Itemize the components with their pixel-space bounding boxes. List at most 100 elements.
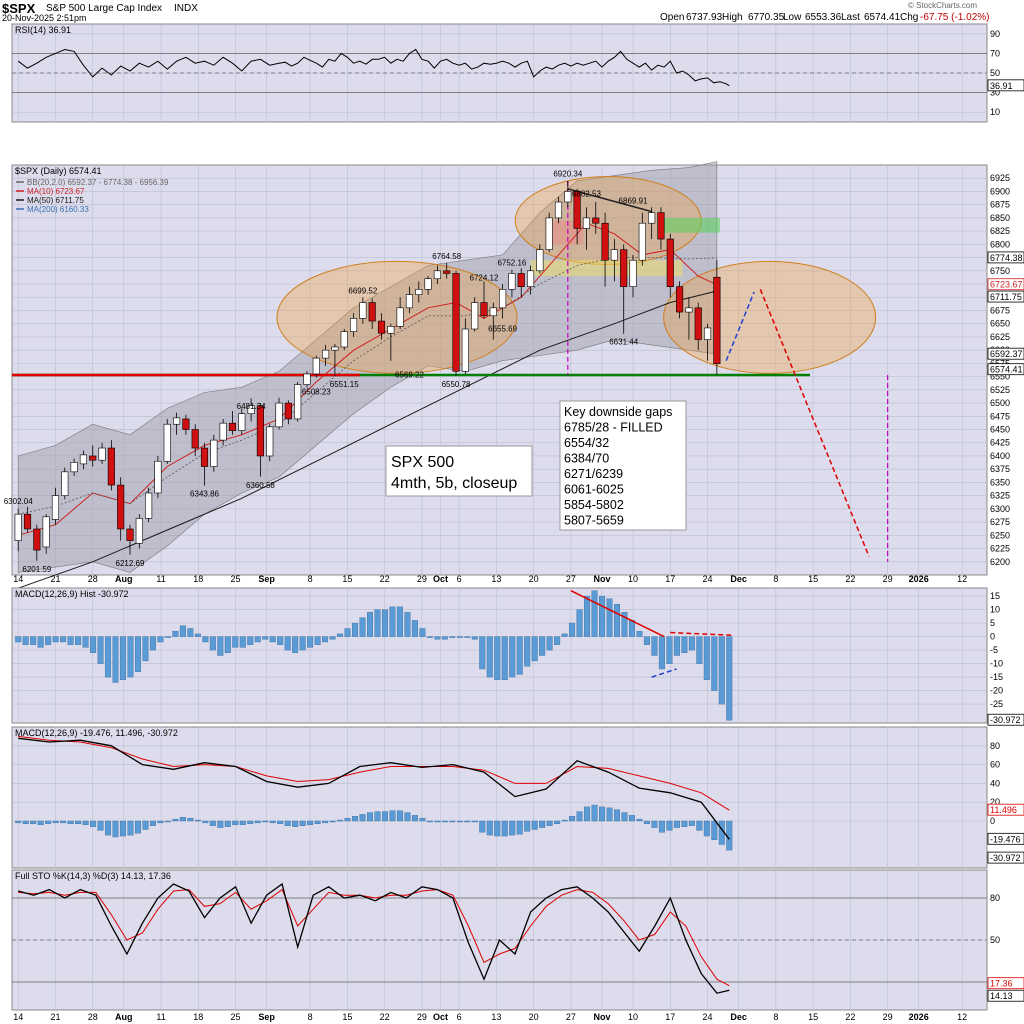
- x-tick-label-bottom: 27: [566, 1012, 576, 1022]
- hist-bar: [591, 590, 598, 637]
- x-tick-label-mid: 29: [883, 574, 893, 584]
- hist-bar: [494, 636, 501, 680]
- macd-hist-bar: [224, 820, 231, 827]
- macd-hist-bar: [179, 817, 186, 822]
- macd-line: [18, 737, 730, 840]
- macd-hist-bar: [696, 820, 703, 831]
- hist-bar: [434, 636, 441, 640]
- hist-ytick-label: 10: [990, 605, 1000, 615]
- candle-body: [471, 302, 479, 330]
- x-tick-label-mid: 17: [665, 574, 675, 584]
- macd-hist-bar: [658, 820, 665, 833]
- candle-body: [703, 327, 712, 340]
- x-tick-label-mid: 20: [529, 574, 539, 584]
- x-tick-label-mid: 25: [231, 574, 241, 584]
- candle-body: [368, 302, 376, 322]
- macd-hist-bar: [217, 820, 224, 828]
- hist-last-label: -30.972: [990, 715, 1021, 725]
- candle-body: [359, 302, 367, 319]
- price-right-label-box: [987, 251, 1024, 264]
- hist-bar: [688, 636, 695, 651]
- candle-body: [219, 422, 227, 441]
- macd-hist-bar: [576, 811, 583, 822]
- hist-bar: [696, 636, 703, 664]
- hist-bar: [52, 636, 59, 643]
- price-point-label: 6869.91: [619, 196, 648, 205]
- macd-hist-bar: [337, 819, 344, 822]
- hist-bar: [322, 636, 329, 643]
- macd-panel: [11, 726, 988, 869]
- x-tick-label-mid: 28: [88, 574, 98, 584]
- ohlc-chg: -67.75 (-1.02%): [920, 12, 990, 23]
- candle-body: [526, 270, 535, 287]
- hist-bar: [718, 636, 725, 705]
- hist-bar: [329, 636, 336, 640]
- macd-hist-bar: [546, 820, 553, 826]
- x-tick-label-mid: 24: [703, 574, 713, 584]
- macd-hist-bar: [247, 820, 254, 825]
- candle-body: [554, 201, 563, 219]
- hist-ytick-label: -25: [990, 699, 1003, 709]
- hist-ytick-label: -20: [990, 686, 1003, 696]
- macd-hist-label: -30.972: [990, 853, 1021, 863]
- candle-body: [499, 289, 507, 309]
- hist-bar: [179, 625, 186, 637]
- candle-body: [266, 426, 274, 457]
- macd-hist-bar: [239, 820, 246, 825]
- hist-bar: [254, 636, 261, 643]
- index-name: S&P 500 Large Cap Index: [46, 3, 163, 14]
- copyright: © StockCharts.com: [908, 1, 978, 10]
- price-ytick-label: 6625: [990, 332, 1010, 342]
- x-tick-label-bottom: 6: [457, 1012, 462, 1022]
- hist-bar: [299, 636, 306, 651]
- ohlc-open-label: Open: [660, 12, 685, 23]
- macd-hist-bar: [381, 811, 388, 822]
- macd-hist-bar: [531, 820, 538, 830]
- sto-ytick-label: 80: [990, 893, 1000, 903]
- macd-value-label-box: [987, 832, 1024, 845]
- hist-bar: [471, 636, 478, 640]
- macd-hist-bar: [666, 820, 673, 831]
- candle-body: [23, 513, 32, 530]
- x-tick-label-bottom: Dec: [730, 1012, 747, 1022]
- macd-hist-bar: [464, 820, 471, 823]
- price-point-label: 6882.53: [572, 190, 601, 199]
- hist-bar: [194, 633, 201, 637]
- macd-ytick-label: 20: [990, 797, 1000, 807]
- candle-body: [489, 307, 497, 317]
- candle-body: [601, 222, 609, 261]
- ohlc-last-label: Last: [841, 12, 860, 23]
- candle-body: [461, 328, 469, 372]
- hist-bar: [232, 636, 239, 648]
- macd-hist-bar: [149, 820, 156, 826]
- price-ytick-label: 6375: [990, 464, 1010, 474]
- x-tick-label-bottom: Oct: [433, 1012, 448, 1022]
- x-tick-label-mid: Oct: [433, 574, 448, 584]
- rsi-last-label-box: [987, 79, 1024, 92]
- price-point-label: 6724.12: [470, 273, 499, 282]
- hist-bar: [134, 636, 141, 672]
- candle-body: [89, 455, 97, 461]
- macd-hist-bar: [52, 820, 59, 824]
- macd-hist-bar: [314, 820, 321, 825]
- gap-box-yellow: [530, 260, 683, 277]
- hist-bar: [247, 636, 254, 645]
- price-ytick-label: 6450: [990, 425, 1010, 435]
- candle-body: [685, 307, 693, 313]
- hist-bar: [389, 606, 396, 637]
- candle-body: [294, 384, 302, 420]
- x-tick-label-mid: 2026: [909, 574, 929, 584]
- price-ytick-label: 6350: [990, 477, 1010, 487]
- x-tick-label-bottom: 20: [529, 1012, 539, 1022]
- macd-ytick-label: 60: [990, 760, 1000, 770]
- macd-hist-bar: [194, 819, 201, 822]
- macd-hist-bar: [651, 820, 658, 828]
- ma10-line: [18, 222, 718, 536]
- macd-hist-bar: [142, 820, 149, 830]
- price-right-label: 6723.67: [990, 280, 1023, 290]
- macd-hist-bar: [322, 820, 329, 824]
- x-tick-label-mid: Sep: [258, 574, 275, 584]
- annotation-main-box: [385, 445, 533, 497]
- hist-ytick-label: -10: [990, 659, 1003, 669]
- macd-hist-bar: [75, 820, 82, 825]
